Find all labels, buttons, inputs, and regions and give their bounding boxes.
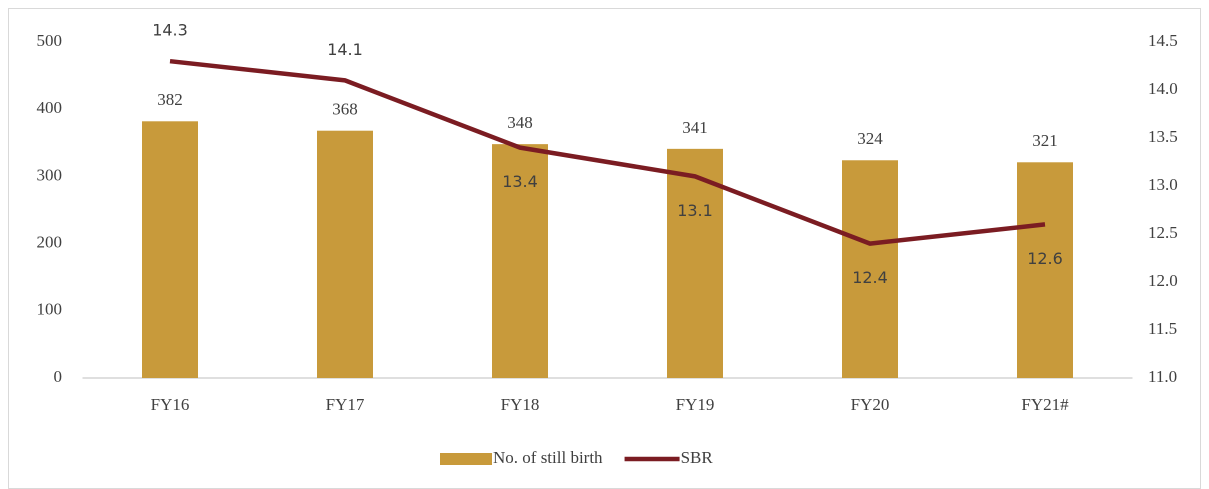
data-label: 324 <box>857 129 883 148</box>
x-tick-label: FY21# <box>1021 395 1069 414</box>
bar <box>667 148 723 378</box>
y-tick-label: 300 <box>37 165 63 184</box>
data-label: 321 <box>1032 131 1058 150</box>
y2-tick-label: 14.0 <box>1148 79 1178 98</box>
y-tick-label: 400 <box>37 98 63 117</box>
bar <box>142 121 198 379</box>
legend-label: SBR <box>681 448 714 467</box>
x-tick-label: FY20 <box>851 395 890 414</box>
y-tick-label: 500 <box>37 31 63 50</box>
data-label: 348 <box>507 113 533 132</box>
bar <box>492 144 548 378</box>
y2-tick-label: 13.5 <box>1148 127 1178 146</box>
y-tick-label: 0 <box>54 367 63 386</box>
data-label: 12.6 <box>1027 249 1063 268</box>
legend-label: No. of still birth <box>493 448 603 467</box>
y2-tick-label: 12.0 <box>1148 271 1178 290</box>
bar <box>1017 162 1073 378</box>
data-label: 14.3 <box>152 21 188 40</box>
y-tick-label: 100 <box>37 300 63 319</box>
bar <box>842 160 898 378</box>
data-label: 368 <box>332 100 358 119</box>
legend-swatch <box>440 453 492 465</box>
data-label: 13.4 <box>502 172 538 191</box>
x-tick-label: FY19 <box>676 395 715 414</box>
y2-tick-label: 12.5 <box>1148 223 1178 242</box>
x-tick-label: FY18 <box>501 395 540 414</box>
x-tick-label: FY17 <box>326 395 365 414</box>
y2-tick-label: 11.5 <box>1148 319 1177 338</box>
bar <box>317 130 373 378</box>
data-label: 12.4 <box>852 268 888 287</box>
y-tick-label: 200 <box>37 233 63 252</box>
data-label: 13.1 <box>677 201 713 220</box>
y2-tick-label: 14.5 <box>1148 31 1178 50</box>
y2-tick-label: 11.0 <box>1148 367 1177 386</box>
y2-tick-label: 13.0 <box>1148 175 1178 194</box>
line <box>169 58 1046 246</box>
data-label: 14.1 <box>327 40 363 59</box>
data-label: 341 <box>682 118 708 137</box>
data-label: 382 <box>157 90 183 109</box>
x-tick-label: FY16 <box>151 395 190 414</box>
